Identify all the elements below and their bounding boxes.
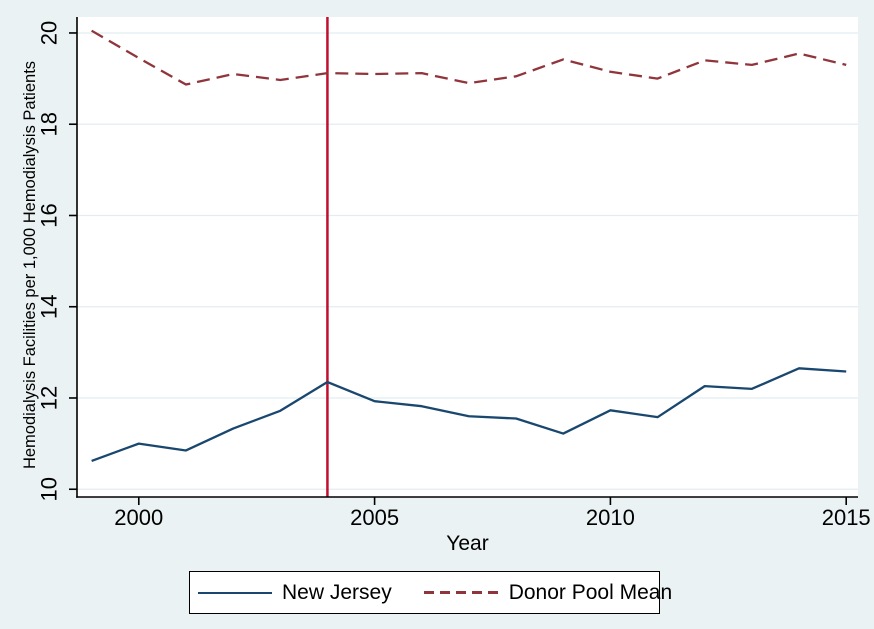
x-tick-label-2015: 2015: [822, 505, 871, 530]
y-axis-title: Hemodialysis Facilities per 1,000 Hemodi…: [21, 61, 39, 469]
y-tick-label-18: 18: [37, 112, 62, 136]
legend-label-donor-pool-mean: Donor Pool Mean: [508, 580, 673, 604]
x-tick-label-2010: 2010: [586, 505, 635, 530]
plot-area: [77, 17, 858, 497]
x-axis-title: Year: [446, 532, 488, 555]
legend-label-new-jersey: New Jersey: [282, 580, 392, 604]
legend: New Jersey Donor Pool Mean: [189, 571, 672, 614]
series-line-donor-pool-mean: [91, 29, 847, 86]
y-tick-label-16: 16: [37, 203, 62, 227]
y-tick-label-20: 20: [37, 21, 62, 45]
legend-line-sample-donor-pool-mean: [423, 591, 498, 594]
y-tick-label-10: 10: [37, 477, 62, 501]
x-tick-label-2000: 2000: [114, 505, 163, 530]
y-tick-label-12: 12: [37, 386, 62, 410]
legend-line-sample-new-jersey: [198, 591, 272, 594]
x-tick-label-2005: 2005: [350, 505, 399, 530]
series-line-new-jersey: [91, 367, 847, 463]
y-tick-label-14: 14: [37, 294, 62, 318]
